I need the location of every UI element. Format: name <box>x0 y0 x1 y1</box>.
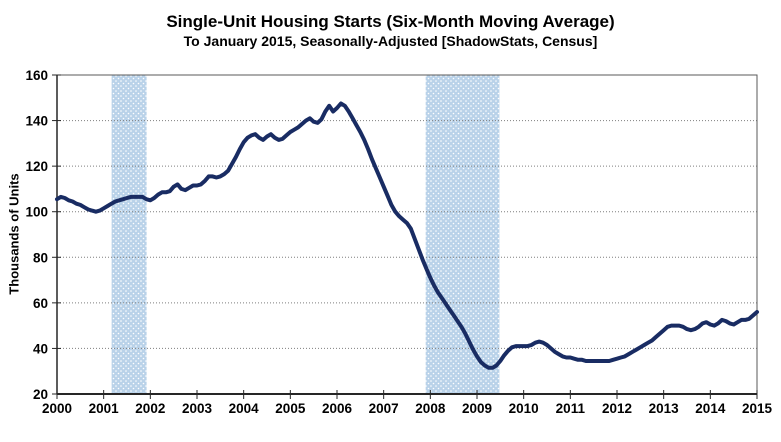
x-tick-label: 2009 <box>462 401 492 416</box>
y-tick-label: 20 <box>33 387 48 402</box>
housing-starts-line <box>55 101 759 370</box>
y-tick-label: 140 <box>25 114 48 129</box>
recession-band <box>111 75 147 394</box>
y-tick-label: 160 <box>25 68 48 83</box>
x-tick-label: 2000 <box>42 401 72 416</box>
x-tick-label: 2002 <box>135 401 165 416</box>
y-tick-label: 120 <box>25 159 48 174</box>
y-tick-label: 80 <box>33 250 48 265</box>
x-tick-label: 2003 <box>182 401 213 416</box>
plot-border <box>56 74 758 395</box>
x-tick-label: 2008 <box>415 401 446 416</box>
x-tick-label: 2005 <box>275 401 306 416</box>
x-tick-label: 2013 <box>649 401 680 416</box>
y-tick-label: 60 <box>33 296 48 311</box>
x-tick-label: 2012 <box>602 401 632 416</box>
x-tick-label: 2010 <box>509 401 539 416</box>
x-tick-label: 2001 <box>89 401 120 416</box>
recession-band <box>425 75 500 394</box>
x-tick-label: 2011 <box>556 401 586 416</box>
x-tick-label: 2007 <box>369 401 399 416</box>
y-tick-label: 40 <box>33 341 48 356</box>
x-tick-label: 2006 <box>322 401 353 416</box>
x-tick-label: 2015 <box>742 401 773 416</box>
x-tick-label: 2004 <box>229 401 260 416</box>
x-tick-label: 2014 <box>695 401 726 416</box>
y-tick-label: 100 <box>25 205 48 220</box>
chart-subtitle: To January 2015, Seasonally-Adjusted [Sh… <box>183 33 598 49</box>
chart-title: Single-Unit Housing Starts (Six-Month Mo… <box>166 12 615 31</box>
